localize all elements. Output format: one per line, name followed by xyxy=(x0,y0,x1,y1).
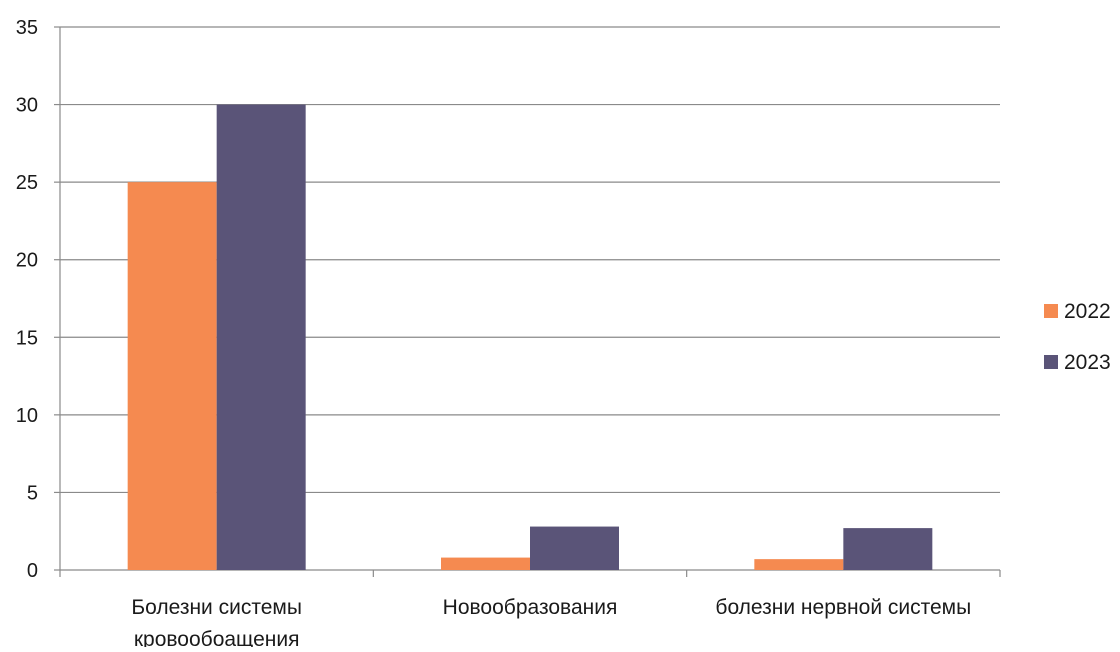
y-tick-label: 10 xyxy=(16,405,38,427)
x-tick-label: болезни нервной системы xyxy=(715,596,971,619)
y-tick-label: 5 xyxy=(27,482,38,504)
y-tick-label: 15 xyxy=(16,327,38,349)
bar-2023 xyxy=(530,526,619,570)
legend-label: 2022 xyxy=(1064,300,1111,323)
y-tick-label: 0 xyxy=(27,560,38,582)
bar-2022 xyxy=(754,559,844,570)
bar-2023 xyxy=(216,104,306,571)
bars xyxy=(127,104,933,571)
legend-swatch-2022 xyxy=(1044,304,1058,318)
y-tick-label: 25 xyxy=(16,172,38,194)
bar-2022 xyxy=(127,182,217,570)
x-tick-label: Болезни системы кровообоащения xyxy=(131,596,302,647)
y-tick-label: 35 xyxy=(16,17,38,39)
x-tick-label: Новообразования xyxy=(443,596,618,619)
y-tick-label: 20 xyxy=(16,250,38,272)
y-tick-label: 30 xyxy=(16,95,38,117)
legend-swatch-2023 xyxy=(1044,355,1058,369)
legend-label: 2023 xyxy=(1064,351,1111,374)
bar-2022 xyxy=(441,557,530,570)
legend: 2022 2023 xyxy=(1044,300,1111,374)
bar-2023 xyxy=(843,528,933,570)
tick-labels: 0 5 10 15 20 25 30 35 Болезни системы кровообоаще… xyxy=(16,17,971,651)
